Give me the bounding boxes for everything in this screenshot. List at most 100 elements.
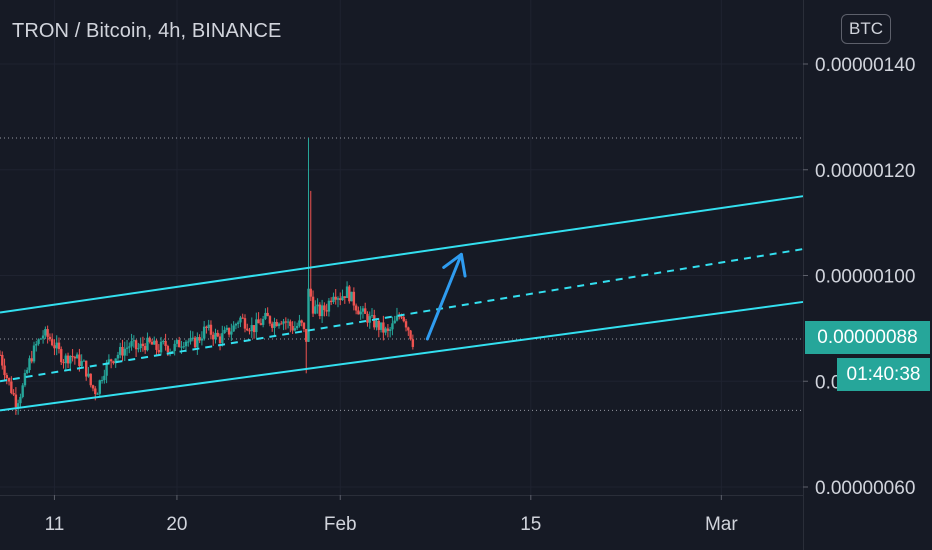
candle xyxy=(5,372,9,385)
candle-body xyxy=(377,320,381,330)
candle xyxy=(139,337,142,353)
candle-body xyxy=(0,354,2,356)
candle-body xyxy=(44,329,47,336)
candle xyxy=(289,319,292,333)
candle xyxy=(370,308,374,318)
currency-button[interactable]: BTC xyxy=(841,14,891,44)
time-tick-label: 20 xyxy=(166,514,187,535)
candle-body xyxy=(298,320,301,326)
candle-body xyxy=(84,360,88,377)
candle-body xyxy=(89,373,92,386)
candle xyxy=(100,376,104,384)
candle xyxy=(318,302,322,320)
candle-body xyxy=(359,311,362,315)
candle-body xyxy=(105,362,108,376)
candle xyxy=(41,330,45,344)
candle-body xyxy=(62,362,65,364)
candle xyxy=(91,384,95,392)
channel-upper-line xyxy=(0,195,804,314)
candle-body xyxy=(69,355,72,364)
candle-body xyxy=(314,306,317,314)
candle-body xyxy=(232,325,235,332)
candle-body xyxy=(250,325,253,331)
candle xyxy=(130,333,133,351)
candle xyxy=(302,322,306,333)
candle xyxy=(196,332,199,355)
candle-body xyxy=(94,388,97,395)
candle xyxy=(119,342,122,359)
candle-body xyxy=(71,355,74,357)
candle-body xyxy=(334,296,337,300)
projection-arrow[interactable] xyxy=(425,252,467,341)
candle-body xyxy=(357,310,360,315)
candle-body xyxy=(241,317,244,319)
candle xyxy=(307,138,310,343)
candle-body xyxy=(320,305,324,317)
candle-body xyxy=(182,346,185,348)
grid-lines xyxy=(0,0,803,495)
candle-body xyxy=(157,349,160,353)
candle-body xyxy=(53,345,56,349)
candle-body xyxy=(60,349,63,363)
candle xyxy=(239,315,242,328)
candle-body xyxy=(341,296,344,301)
candle-body xyxy=(46,329,49,337)
candle-body xyxy=(21,385,24,397)
candle-body xyxy=(234,323,238,326)
candle xyxy=(386,324,390,338)
candle xyxy=(182,341,185,349)
candle-body xyxy=(273,321,276,328)
candle-body xyxy=(19,396,22,404)
candle-body xyxy=(162,340,165,342)
candle xyxy=(96,392,99,395)
candle xyxy=(357,306,360,315)
candle-body xyxy=(361,308,365,312)
candle xyxy=(230,323,233,342)
candle xyxy=(391,316,394,336)
candle-body xyxy=(14,394,18,408)
candle xyxy=(164,333,167,351)
candle-body xyxy=(293,328,297,331)
candle-body xyxy=(268,316,272,324)
trend-channel[interactable] xyxy=(0,195,804,412)
candle-body xyxy=(41,335,45,339)
candle xyxy=(148,336,151,344)
candle xyxy=(350,291,353,302)
candle-body xyxy=(266,312,269,317)
candle xyxy=(293,321,297,332)
candle xyxy=(189,330,192,345)
candle-body xyxy=(368,316,371,323)
candle xyxy=(286,318,290,329)
candle-body xyxy=(352,291,356,306)
candle-body xyxy=(343,296,346,298)
candle-body xyxy=(202,326,206,339)
candle xyxy=(341,289,344,301)
candle-body xyxy=(119,346,122,355)
candle-body xyxy=(159,341,163,353)
symbol-title: TRON / Bitcoin, 4h, BINANCE xyxy=(12,20,282,42)
candle xyxy=(21,383,24,399)
candle-body xyxy=(386,328,390,331)
candle-body xyxy=(155,340,158,350)
candle-body xyxy=(395,315,399,321)
candle-body xyxy=(193,337,197,348)
candle-body xyxy=(382,322,385,333)
candle xyxy=(143,343,147,354)
candle xyxy=(236,320,240,329)
price-tick-label: 0.0 xyxy=(815,372,841,393)
candle xyxy=(75,352,79,359)
candle xyxy=(46,325,49,344)
candle-body xyxy=(128,346,131,348)
candle-body xyxy=(345,286,349,298)
candle-body xyxy=(327,300,331,312)
candle xyxy=(336,296,340,308)
candle xyxy=(32,341,36,364)
candle xyxy=(295,322,299,330)
channel-median-line xyxy=(0,248,804,383)
candle xyxy=(28,355,31,373)
candle-body xyxy=(116,354,120,359)
candle xyxy=(57,337,61,354)
time-tick-label: Feb xyxy=(324,514,357,535)
